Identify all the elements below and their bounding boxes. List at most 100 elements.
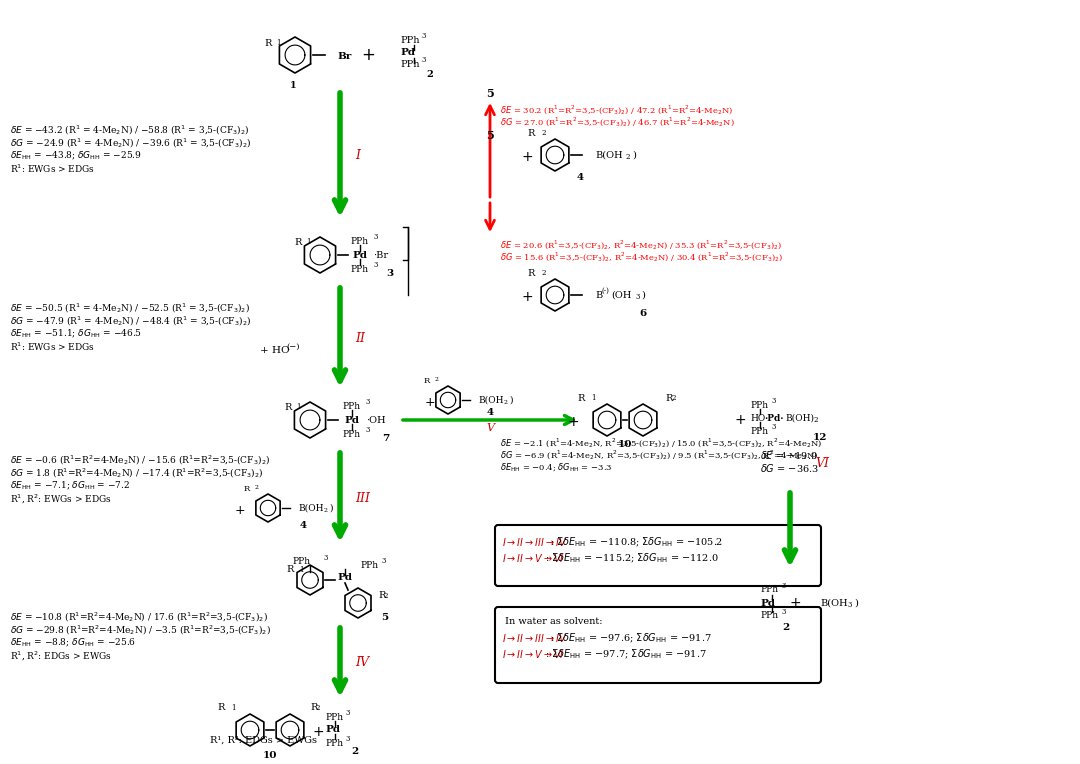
Text: +: + <box>734 413 746 427</box>
Text: 2: 2 <box>814 416 819 424</box>
Text: 12: 12 <box>813 432 827 442</box>
Text: $\delta E$ = 20.6 (R$^1$=3,5-(CF$_3$)$_2$, R$^2$=4-Me$_2$N) / 35.3 (R$^1$=R$^2$=: $\delta E$ = 20.6 (R$^1$=3,5-(CF$_3$)$_2… <box>500 238 782 251</box>
Text: 1: 1 <box>307 238 311 246</box>
Text: R$^1$, R$^2$: EWGs > EDGs: R$^1$, R$^2$: EWGs > EDGs <box>10 493 112 506</box>
Text: 5: 5 <box>486 88 494 99</box>
Text: R: R <box>528 128 535 138</box>
Text: : $\Sigma\delta E_\mathrm{HH}$ = −97.7; $\Sigma\delta G_\mathrm{HH}$ = −91.7: : $\Sigma\delta E_\mathrm{HH}$ = −97.7; … <box>545 647 706 661</box>
Text: 2: 2 <box>383 591 388 600</box>
Text: R: R <box>284 403 292 412</box>
Text: R: R <box>310 704 318 713</box>
Text: B(OH: B(OH <box>298 503 324 513</box>
Text: B(OH: B(OH <box>820 598 848 607</box>
Text: $\delta G$ = 1.8 (R$^1$=R$^2$=4-Me$_2$N) / −17.4 (R$^1$=R$^2$=3,5-(CF$_3$)$_2$): $\delta G$ = 1.8 (R$^1$=R$^2$=4-Me$_2$N)… <box>10 466 264 480</box>
Text: HO: HO <box>750 413 766 422</box>
Text: II: II <box>355 332 365 345</box>
Text: R: R <box>218 704 225 713</box>
Text: R$^1$: EWGs > EDGs: R$^1$: EWGs > EDGs <box>10 341 95 353</box>
Text: $\delta E$ = −19.9: $\delta E$ = −19.9 <box>760 449 818 461</box>
Text: 2: 2 <box>427 70 433 79</box>
Text: $I \rightarrow II \rightarrow III \rightarrow IV$: $I \rightarrow II \rightarrow III \right… <box>502 536 567 548</box>
Text: 3: 3 <box>381 557 386 565</box>
Text: $\delta E$ = 30.2 (R$^1$=R$^2$=3,5-(CF$_3$)$_2$) / 47.2 (R$^1$=R$^2$=4-Me$_2$N): $\delta E$ = 30.2 (R$^1$=R$^2$=3,5-(CF$_… <box>500 103 733 117</box>
Text: $\delta E_\mathrm{HH}$ = −0.4; $\delta G_\mathrm{HH}$ = −3.3: $\delta E_\mathrm{HH}$ = −0.4; $\delta G… <box>500 461 612 473</box>
Text: B: B <box>595 290 603 299</box>
Text: R: R <box>378 591 386 600</box>
Text: 3: 3 <box>422 56 427 64</box>
Text: 5: 5 <box>381 613 389 621</box>
Text: 2: 2 <box>626 153 631 161</box>
Text: PPh: PPh <box>760 611 778 620</box>
Text: PPh: PPh <box>343 402 361 410</box>
Text: R$^1$: EWGs > EDGs: R$^1$: EWGs > EDGs <box>10 163 95 175</box>
Text: $\delta G$ = −47.9 (R$^1$ = 4-Me$_2$N) / −48.4 (R$^1$ = 3,5-(CF$_3$)$_2$): $\delta G$ = −47.9 (R$^1$ = 4-Me$_2$N) /… <box>10 314 252 328</box>
Text: 3: 3 <box>771 397 775 405</box>
Text: 2: 2 <box>255 485 259 490</box>
Text: 3: 3 <box>323 554 327 562</box>
Text: PPh: PPh <box>750 426 768 435</box>
Text: PPh: PPh <box>325 713 343 721</box>
Text: 6: 6 <box>639 309 647 318</box>
Text: 4: 4 <box>577 173 583 182</box>
Text: 1: 1 <box>591 394 595 402</box>
Text: +: + <box>522 150 532 164</box>
Text: ): ) <box>642 290 645 299</box>
Text: PPh: PPh <box>360 561 378 569</box>
Text: (OH: (OH <box>611 290 632 299</box>
Text: $I \rightarrow II \rightarrow V \rightarrow VI$: $I \rightarrow II \rightarrow V \rightar… <box>502 552 565 564</box>
FancyBboxPatch shape <box>495 525 821 586</box>
Text: Pd: Pd <box>337 572 352 581</box>
Text: 3: 3 <box>373 233 377 241</box>
Text: R: R <box>578 393 585 403</box>
Text: +: + <box>361 46 375 64</box>
Text: ): ) <box>509 396 513 404</box>
Text: R: R <box>286 565 294 574</box>
Text: 2: 2 <box>541 129 545 137</box>
Text: $\delta E_\mathrm{HH}$ = −43.8; $\delta G_\mathrm{HH}$ = −25.9: $\delta E_\mathrm{HH}$ = −43.8; $\delta … <box>10 150 141 162</box>
Text: 2: 2 <box>316 704 321 712</box>
Text: PPh: PPh <box>343 429 361 439</box>
Text: $I \rightarrow II \rightarrow V \rightarrow VI$: $I \rightarrow II \rightarrow V \rightar… <box>502 648 565 660</box>
Text: III: III <box>355 491 370 504</box>
Text: $\delta G$ = 27.0 (R$^1$=R$^2$=3,5-(CF$_3$)$_2$) / 46.7 (R$^1$=R$^2$=4-Me$_2$N): $\delta G$ = 27.0 (R$^1$=R$^2$=3,5-(CF$_… <box>500 115 734 128</box>
Text: V: V <box>486 423 494 433</box>
Text: 2: 2 <box>782 623 789 633</box>
Text: PPh: PPh <box>293 558 311 566</box>
Text: 3: 3 <box>781 582 785 590</box>
Text: ·OH: ·OH <box>366 416 386 425</box>
Text: VI: VI <box>815 457 829 470</box>
Text: 1: 1 <box>289 81 296 90</box>
Text: 3: 3 <box>422 32 427 40</box>
Text: +: + <box>567 415 579 429</box>
Text: +: + <box>312 725 324 739</box>
Text: 10: 10 <box>618 439 632 448</box>
Text: $\delta E_\mathrm{HH}$ = −8.8; $\delta G_\mathrm{HH}$ = −25.6: $\delta E_\mathrm{HH}$ = −8.8; $\delta G… <box>10 637 136 649</box>
Text: B(OH: B(OH <box>478 396 503 404</box>
Text: Pd: Pd <box>760 598 775 607</box>
Text: PPh: PPh <box>325 739 343 747</box>
Text: 2: 2 <box>324 507 328 513</box>
Text: 3: 3 <box>346 735 350 743</box>
Text: 4: 4 <box>299 522 307 530</box>
Text: R$^1$, R$^2$: EDGs > EWGs: R$^1$, R$^2$: EDGs > EWGs <box>10 649 112 662</box>
Text: 3: 3 <box>365 426 369 434</box>
Text: ): ) <box>854 598 858 607</box>
Text: 5: 5 <box>486 130 494 141</box>
Text: $\delta E$ = −43.2 (R$^1$ = 4-Me$_2$N) / −58.8 (R$^1$ = 3,5-(CF$_3$)$_2$): $\delta E$ = −43.2 (R$^1$ = 4-Me$_2$N) /… <box>10 123 249 137</box>
Text: B(OH): B(OH) <box>785 413 814 422</box>
Text: R: R <box>294 238 301 247</box>
Text: 3: 3 <box>346 709 350 717</box>
Text: R: R <box>244 485 249 493</box>
Text: +: + <box>234 503 245 516</box>
Text: 2: 2 <box>671 394 675 402</box>
Text: +: + <box>789 596 800 610</box>
Text: 2: 2 <box>504 400 508 404</box>
Text: PPh: PPh <box>760 585 778 594</box>
Text: R¹, R²: EDGs > EWGs: R¹, R²: EDGs > EWGs <box>210 736 318 744</box>
Text: + HO: + HO <box>260 345 289 354</box>
Text: ): ) <box>329 503 333 513</box>
Text: 3: 3 <box>365 398 369 406</box>
Text: Pd: Pd <box>325 726 340 734</box>
Text: PPh: PPh <box>750 400 768 410</box>
Text: : $\Sigma\delta E_\mathrm{HH}$ = −97.6; $\Sigma\delta G_\mathrm{HH}$ = −91.7: : $\Sigma\delta E_\mathrm{HH}$ = −97.6; … <box>550 631 712 645</box>
